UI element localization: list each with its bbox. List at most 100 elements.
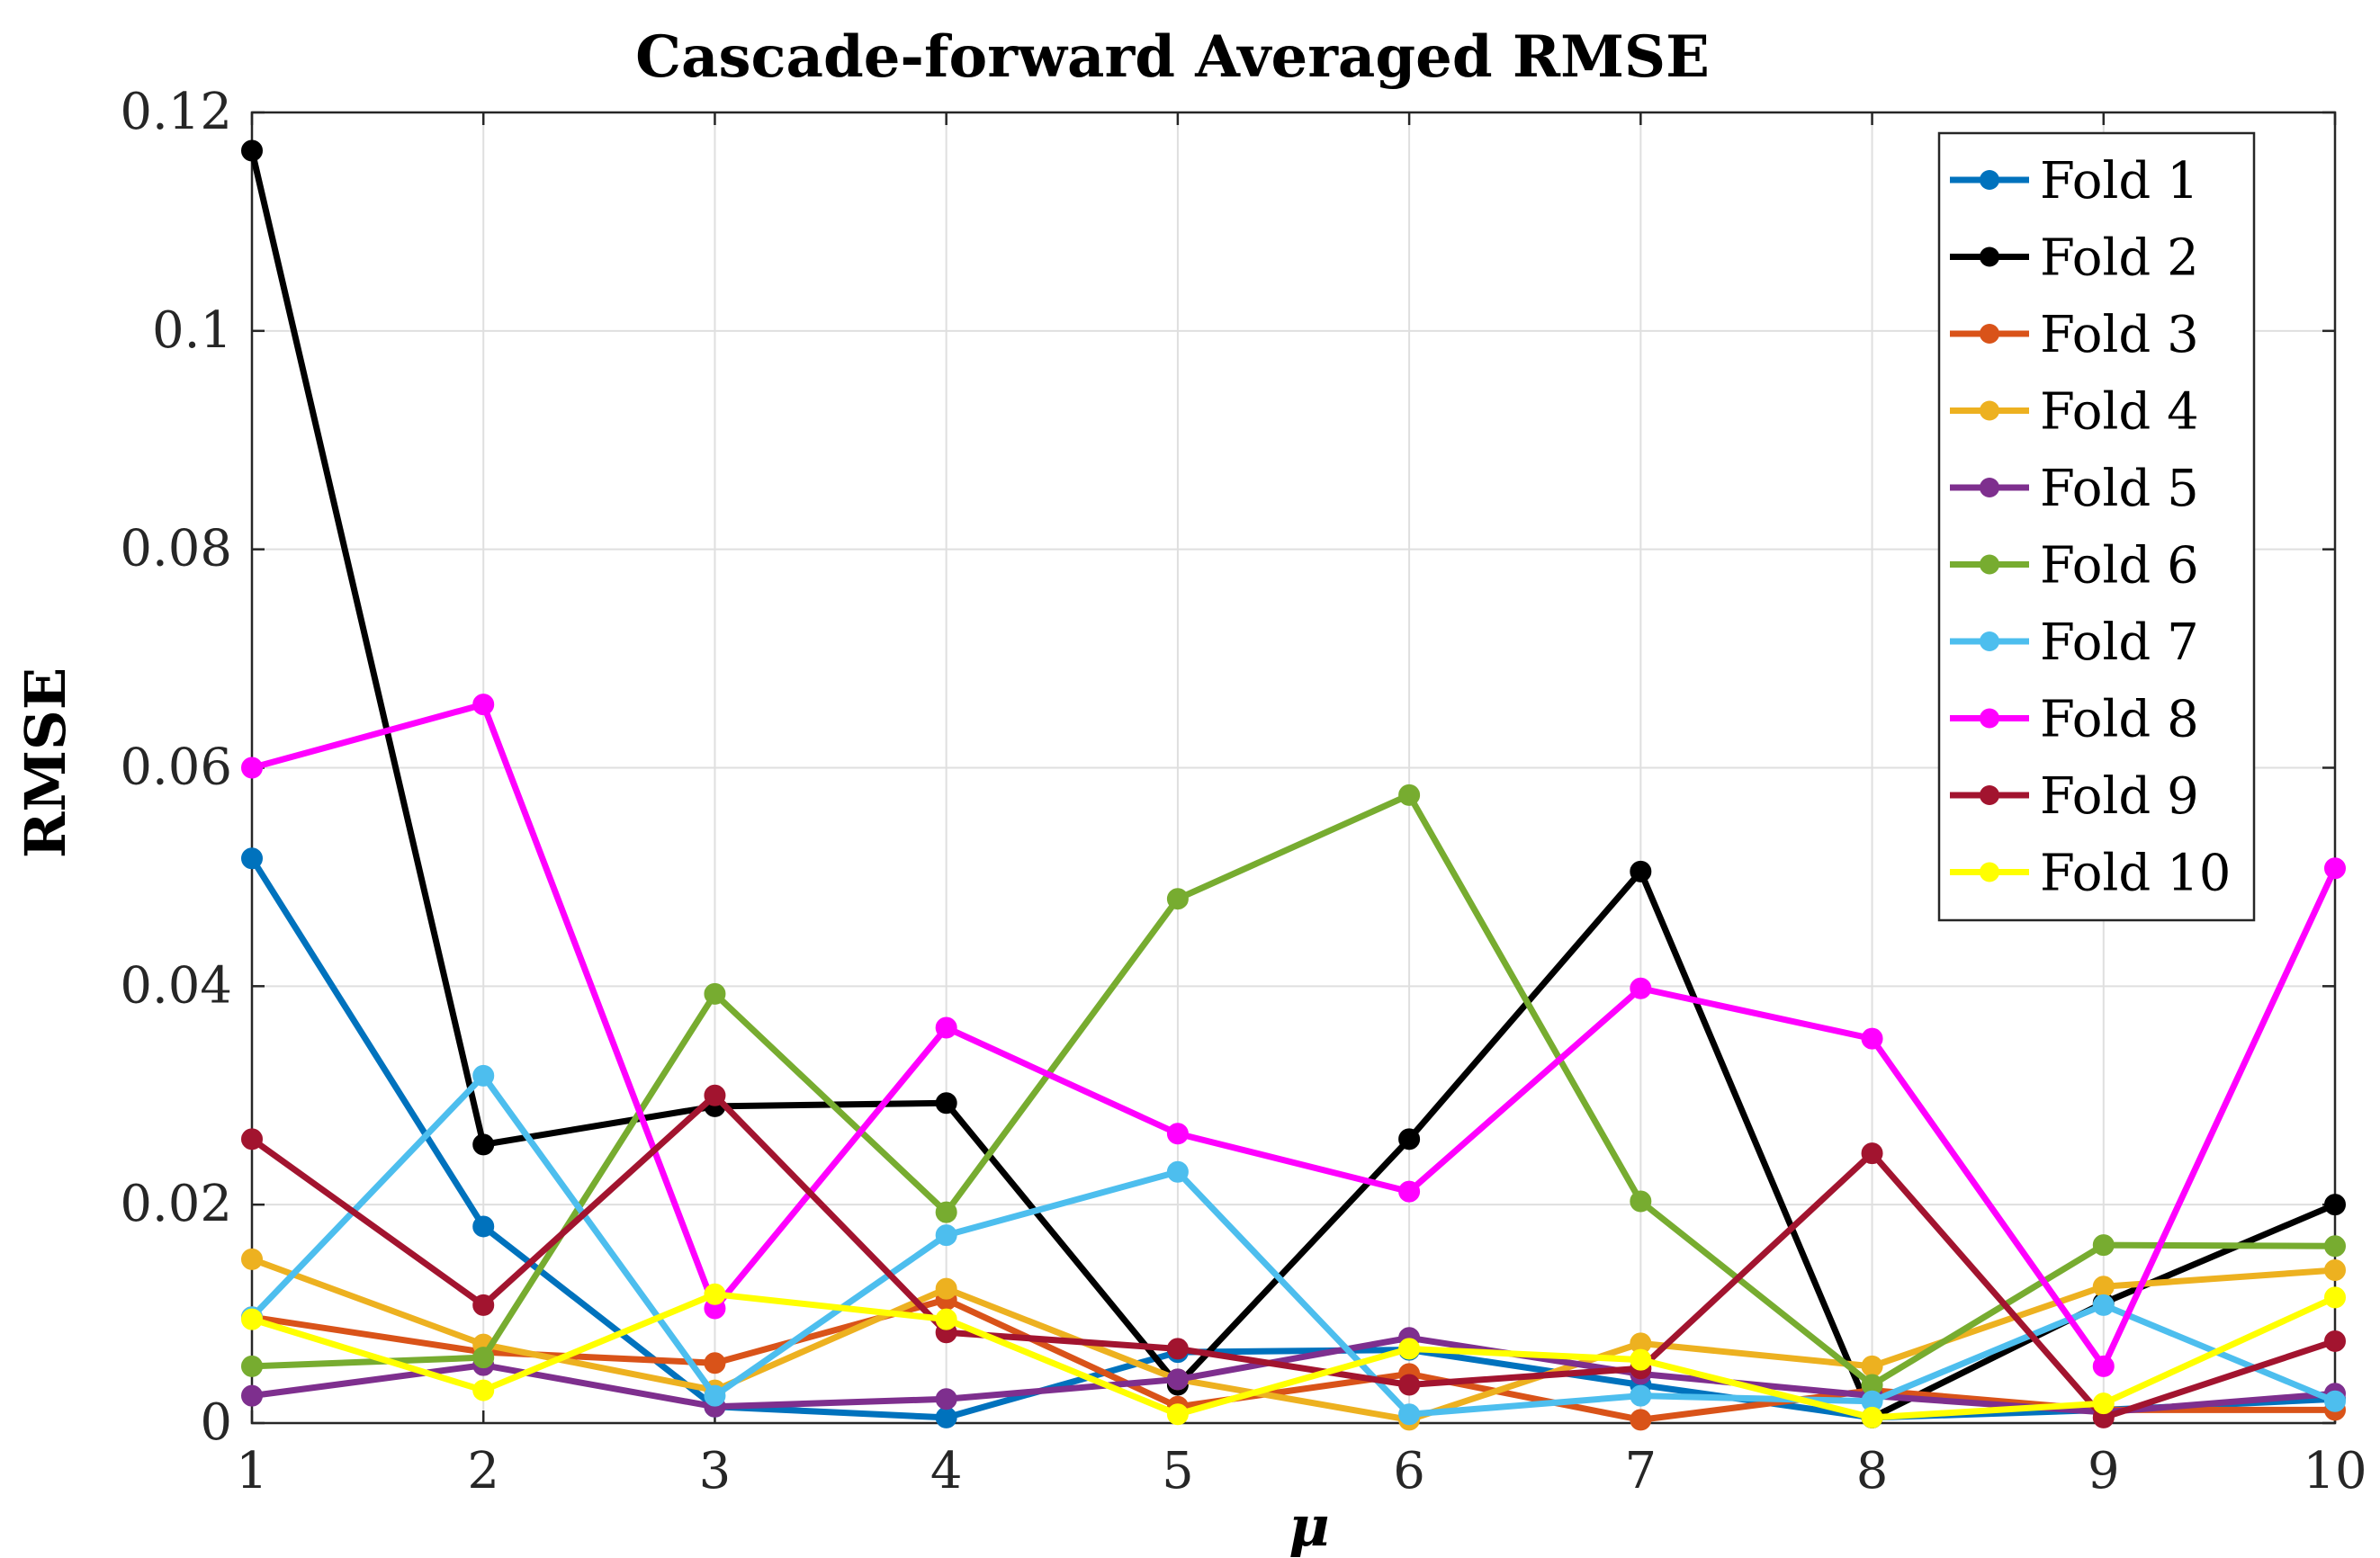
data-point bbox=[704, 1384, 726, 1407]
data-point bbox=[2092, 1355, 2115, 1377]
legend-marker bbox=[1980, 478, 1999, 497]
legend-marker bbox=[1980, 400, 1999, 421]
series-line bbox=[248, 855, 2339, 1421]
data-point bbox=[1861, 1027, 1883, 1050]
legend: Fold 1 Fold 2 Fold 3 Fold 4 Fold 5 Fold 6 Fold… bbox=[1937, 131, 2256, 922]
series-line bbox=[248, 701, 2339, 1370]
data-point bbox=[2324, 1390, 2346, 1412]
series-line bbox=[248, 1072, 2339, 1418]
y-tick-label: 0.12 bbox=[120, 83, 232, 141]
x-tick-label: 10 bbox=[2303, 1442, 2367, 1500]
data-point bbox=[241, 847, 263, 870]
series-7 bbox=[241, 1064, 2346, 1426]
series-line bbox=[248, 1092, 2339, 1421]
data-point bbox=[704, 1084, 726, 1106]
data-point bbox=[241, 1128, 263, 1151]
data-point bbox=[1630, 1409, 1652, 1431]
data-point bbox=[472, 1294, 495, 1316]
x-tick-label: 2 bbox=[467, 1442, 499, 1500]
series-line bbox=[248, 1256, 2339, 1423]
data-point bbox=[1630, 1190, 1652, 1213]
data-point bbox=[1166, 1338, 1189, 1360]
legend-marker bbox=[1980, 631, 1999, 651]
x-tick-label: 3 bbox=[699, 1442, 732, 1500]
x-tick-label: 6 bbox=[1393, 1442, 1425, 1500]
series-line bbox=[248, 792, 2339, 1389]
chart-title: Cascade-forward Averaged RMSE bbox=[635, 23, 1710, 91]
x-axis-label: μ bbox=[1289, 1493, 1329, 1558]
legend-label: Fold 6 bbox=[2040, 537, 2199, 595]
data-point bbox=[1398, 1374, 1421, 1396]
data-point bbox=[2324, 1330, 2346, 1352]
x-tick-label: 1 bbox=[236, 1442, 268, 1500]
data-point bbox=[241, 1384, 263, 1407]
data-point bbox=[241, 1248, 263, 1270]
legend-label: Fold 7 bbox=[2040, 613, 2199, 672]
x-tick-label: 8 bbox=[1856, 1442, 1889, 1500]
legend-label: Fold 1 bbox=[2040, 152, 2199, 210]
legend-label: Fold 3 bbox=[2040, 306, 2199, 364]
data-point bbox=[1398, 1180, 1421, 1203]
y-tick-label: 0.08 bbox=[120, 520, 232, 578]
data-point bbox=[935, 1092, 957, 1115]
legend-marker bbox=[1980, 785, 1999, 805]
data-point bbox=[935, 1016, 957, 1039]
data-point bbox=[241, 139, 263, 162]
legend-marker bbox=[1980, 170, 1999, 190]
data-point bbox=[2092, 1392, 2115, 1415]
data-point bbox=[2324, 857, 2346, 880]
legend-label: Fold 2 bbox=[2040, 229, 2199, 288]
data-point bbox=[1630, 1384, 1652, 1407]
legend-marker bbox=[1980, 708, 1999, 729]
data-point bbox=[1861, 1355, 1883, 1377]
legend-label: Fold 9 bbox=[2040, 767, 2199, 826]
x-tick-label: 7 bbox=[1625, 1442, 1657, 1500]
y-tick-label: 0.06 bbox=[120, 739, 232, 797]
x-tick-label: 4 bbox=[930, 1442, 963, 1500]
data-point bbox=[704, 1352, 726, 1374]
data-point bbox=[472, 694, 495, 716]
y-tick-label: 0.04 bbox=[120, 956, 232, 1015]
data-point bbox=[1398, 1128, 1421, 1151]
legend-label: Fold 5 bbox=[2040, 460, 2199, 518]
y-tick-label: 0 bbox=[200, 1393, 232, 1452]
data-point bbox=[935, 1308, 957, 1330]
data-point bbox=[935, 1388, 957, 1410]
data-point bbox=[1166, 1160, 1189, 1183]
data-point bbox=[1166, 1403, 1189, 1426]
legend-label: Fold 8 bbox=[2040, 691, 2199, 749]
data-point bbox=[704, 982, 726, 1005]
x-tick-label: 9 bbox=[2088, 1442, 2120, 1500]
data-point bbox=[472, 1133, 495, 1156]
data-point bbox=[2092, 1276, 2115, 1298]
legend-marker bbox=[1980, 862, 1999, 882]
series-6 bbox=[241, 783, 2346, 1396]
data-point bbox=[935, 1224, 957, 1247]
x-tick-label: 5 bbox=[1162, 1442, 1194, 1500]
data-point bbox=[2092, 1294, 2115, 1316]
data-point bbox=[1630, 1348, 1652, 1371]
data-point bbox=[935, 1277, 957, 1300]
data-point bbox=[1166, 1123, 1189, 1145]
data-point bbox=[1166, 888, 1189, 910]
data-point bbox=[935, 1201, 957, 1223]
legend-label: Fold 10 bbox=[2040, 845, 2231, 903]
data-point bbox=[2324, 1194, 2346, 1216]
data-point bbox=[472, 1347, 495, 1369]
data-point bbox=[2092, 1234, 2115, 1257]
data-point bbox=[2324, 1259, 2346, 1282]
series-line bbox=[248, 147, 2339, 1421]
y-tick-label: 0.02 bbox=[120, 1175, 232, 1233]
y-tick-label: 0.1 bbox=[152, 301, 232, 360]
legend-marker bbox=[1980, 246, 1999, 267]
data-point bbox=[241, 757, 263, 779]
series-group bbox=[241, 139, 2346, 1431]
data-point bbox=[1166, 1368, 1189, 1391]
data-point bbox=[935, 1406, 957, 1428]
data-point bbox=[472, 1064, 495, 1087]
data-point bbox=[241, 1308, 263, 1330]
data-point bbox=[2324, 1235, 2346, 1258]
data-point bbox=[1398, 1338, 1421, 1360]
data-point bbox=[472, 1379, 495, 1401]
